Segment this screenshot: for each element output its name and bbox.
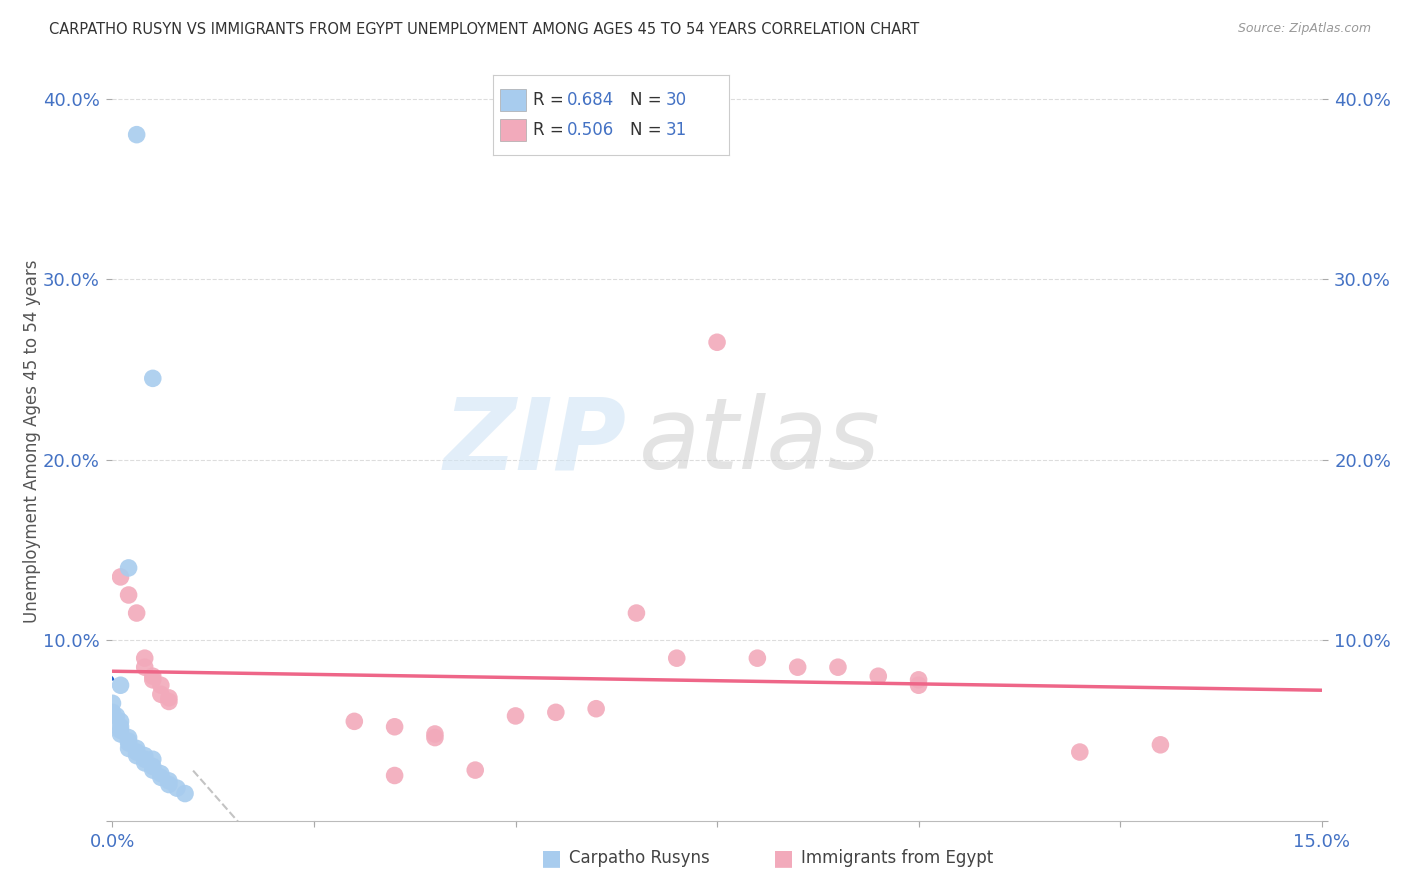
Point bbox=[110, 678, 132, 692]
Text: atlas: atlas bbox=[638, 393, 880, 490]
Point bbox=[117, 741, 139, 756]
Point bbox=[125, 606, 148, 620]
Point bbox=[505, 709, 527, 723]
Point bbox=[384, 720, 406, 734]
Point bbox=[117, 736, 139, 750]
Point bbox=[110, 720, 132, 734]
Point bbox=[166, 781, 188, 796]
Point bbox=[907, 678, 929, 692]
Point bbox=[464, 763, 486, 777]
Point bbox=[544, 706, 567, 720]
Point bbox=[134, 748, 156, 763]
Point bbox=[142, 673, 165, 687]
Point bbox=[142, 759, 165, 773]
Point bbox=[134, 752, 156, 766]
Point bbox=[117, 734, 139, 748]
Point bbox=[117, 731, 139, 745]
Point bbox=[423, 727, 446, 741]
Point bbox=[384, 768, 406, 782]
Point bbox=[110, 714, 132, 729]
Point bbox=[101, 696, 124, 710]
Point bbox=[174, 787, 197, 801]
Point bbox=[157, 778, 180, 792]
Point bbox=[1069, 745, 1091, 759]
Point bbox=[585, 702, 607, 716]
Point bbox=[626, 606, 648, 620]
Text: ■: ■ bbox=[541, 848, 562, 868]
Point bbox=[142, 752, 165, 766]
Point bbox=[101, 706, 124, 720]
Point bbox=[110, 723, 132, 738]
Point bbox=[868, 669, 890, 683]
Point bbox=[157, 690, 180, 705]
Point bbox=[110, 727, 132, 741]
Point bbox=[110, 570, 132, 584]
Point bbox=[786, 660, 808, 674]
Point bbox=[149, 766, 172, 780]
Point bbox=[134, 660, 156, 674]
Point bbox=[142, 371, 165, 385]
Point bbox=[747, 651, 769, 665]
Point bbox=[117, 588, 139, 602]
Point bbox=[125, 741, 148, 756]
Point bbox=[149, 678, 172, 692]
Point bbox=[117, 561, 139, 575]
Point bbox=[423, 731, 446, 745]
Text: Carpatho Rusyns: Carpatho Rusyns bbox=[569, 849, 710, 867]
Point bbox=[105, 709, 128, 723]
Point bbox=[142, 669, 165, 683]
Point bbox=[665, 651, 688, 665]
Point bbox=[125, 128, 148, 142]
Point bbox=[343, 714, 366, 729]
Y-axis label: Unemployment Among Ages 45 to 54 years: Unemployment Among Ages 45 to 54 years bbox=[22, 260, 41, 624]
Point bbox=[827, 660, 849, 674]
Point bbox=[134, 651, 156, 665]
Point bbox=[149, 687, 172, 701]
Point bbox=[157, 773, 180, 788]
Point bbox=[706, 335, 728, 350]
Text: Immigrants from Egypt: Immigrants from Egypt bbox=[801, 849, 994, 867]
Point bbox=[157, 694, 180, 708]
Point bbox=[907, 673, 929, 687]
Text: ZIP: ZIP bbox=[443, 393, 626, 490]
Point bbox=[125, 748, 148, 763]
Point bbox=[134, 756, 156, 770]
Point bbox=[125, 745, 148, 759]
Point bbox=[149, 770, 172, 784]
Point bbox=[142, 763, 165, 777]
Text: Source: ZipAtlas.com: Source: ZipAtlas.com bbox=[1237, 22, 1371, 36]
Text: CARPATHO RUSYN VS IMMIGRANTS FROM EGYPT UNEMPLOYMENT AMONG AGES 45 TO 54 YEARS C: CARPATHO RUSYN VS IMMIGRANTS FROM EGYPT … bbox=[49, 22, 920, 37]
Text: ■: ■ bbox=[773, 848, 794, 868]
Point bbox=[1149, 738, 1171, 752]
